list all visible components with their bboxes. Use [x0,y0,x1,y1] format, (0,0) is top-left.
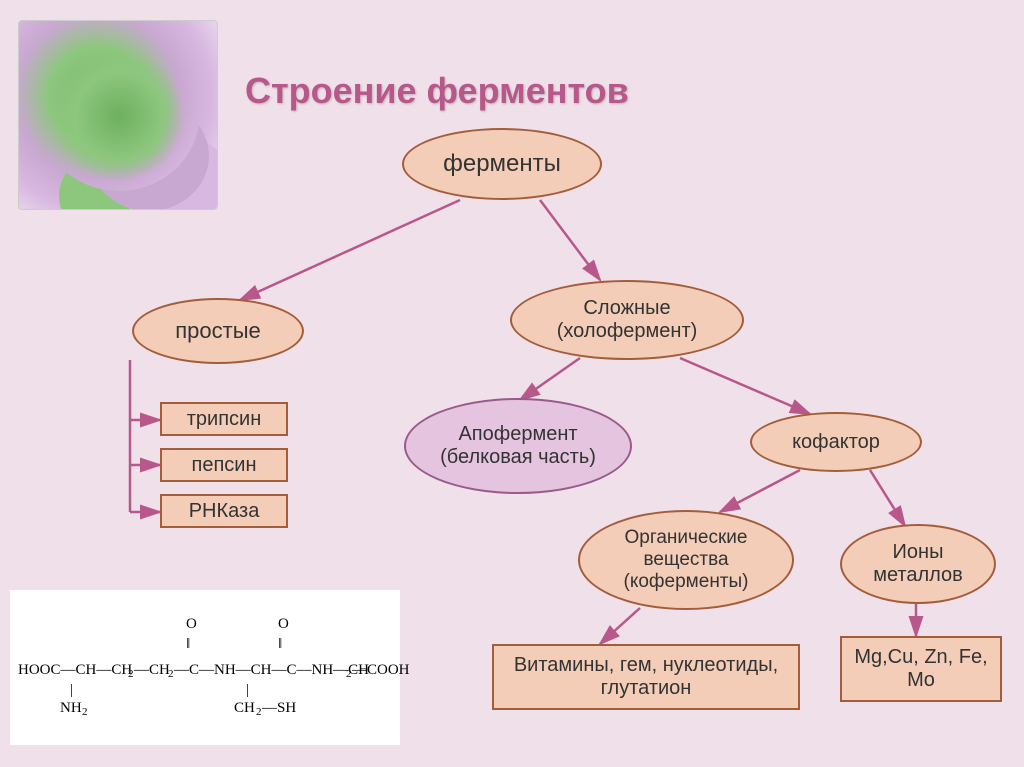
formula-atom: O [186,616,197,633]
formula-atom: 2 [346,668,352,680]
node-apoenzyme: Апофермент(белковая часть) [404,398,632,494]
formula-atom: CH [234,700,255,717]
page-title: Строение ферментов [245,70,629,112]
formula-atom: 2 [168,668,174,680]
node-ions: Ионыметаллов [840,524,996,604]
node-pepsin: пепсин [160,448,288,482]
node-complex: Сложные(холофермент) [510,280,744,360]
formula-atom: ‖ [278,636,282,653]
node-root: ферменты [402,128,602,200]
formula-atom: —COOH [352,662,410,679]
chemical-formula: HOOC—CH—CH2—CH2—C—NH—CH—C—NH—CH2—COOHO‖O… [10,590,400,745]
formula-atom: 2 [128,668,134,680]
formula-atom: | [70,682,73,699]
node-rnase: РНКаза [160,494,288,528]
formula-atom: —CH [134,662,170,679]
protein-structure-image [18,20,218,210]
node-trypsin: трипсин [160,402,288,436]
node-vitamins: Витамины, гем, нуклеотиды, глутатион [492,644,800,710]
node-simple: простые [132,298,304,364]
formula-atom: —C—NH—CH—C—NH—CH [174,662,369,679]
node-cofactor: кофактор [750,412,922,472]
formula-atom: O [278,616,289,633]
node-organic: Органическиевещества(коферменты) [578,510,794,610]
formula-atom: ‖ [186,636,190,653]
formula-atom: —SH [262,700,296,717]
formula-atom: HOOC—CH—CH [18,662,132,679]
formula-atom: 2 [256,706,262,718]
formula-atom: 2 [82,706,88,718]
formula-atom: NH [60,700,82,717]
formula-atom: | [246,682,249,699]
node-metals: Mg,Cu, Zn, Fe, Mo [840,636,1002,702]
